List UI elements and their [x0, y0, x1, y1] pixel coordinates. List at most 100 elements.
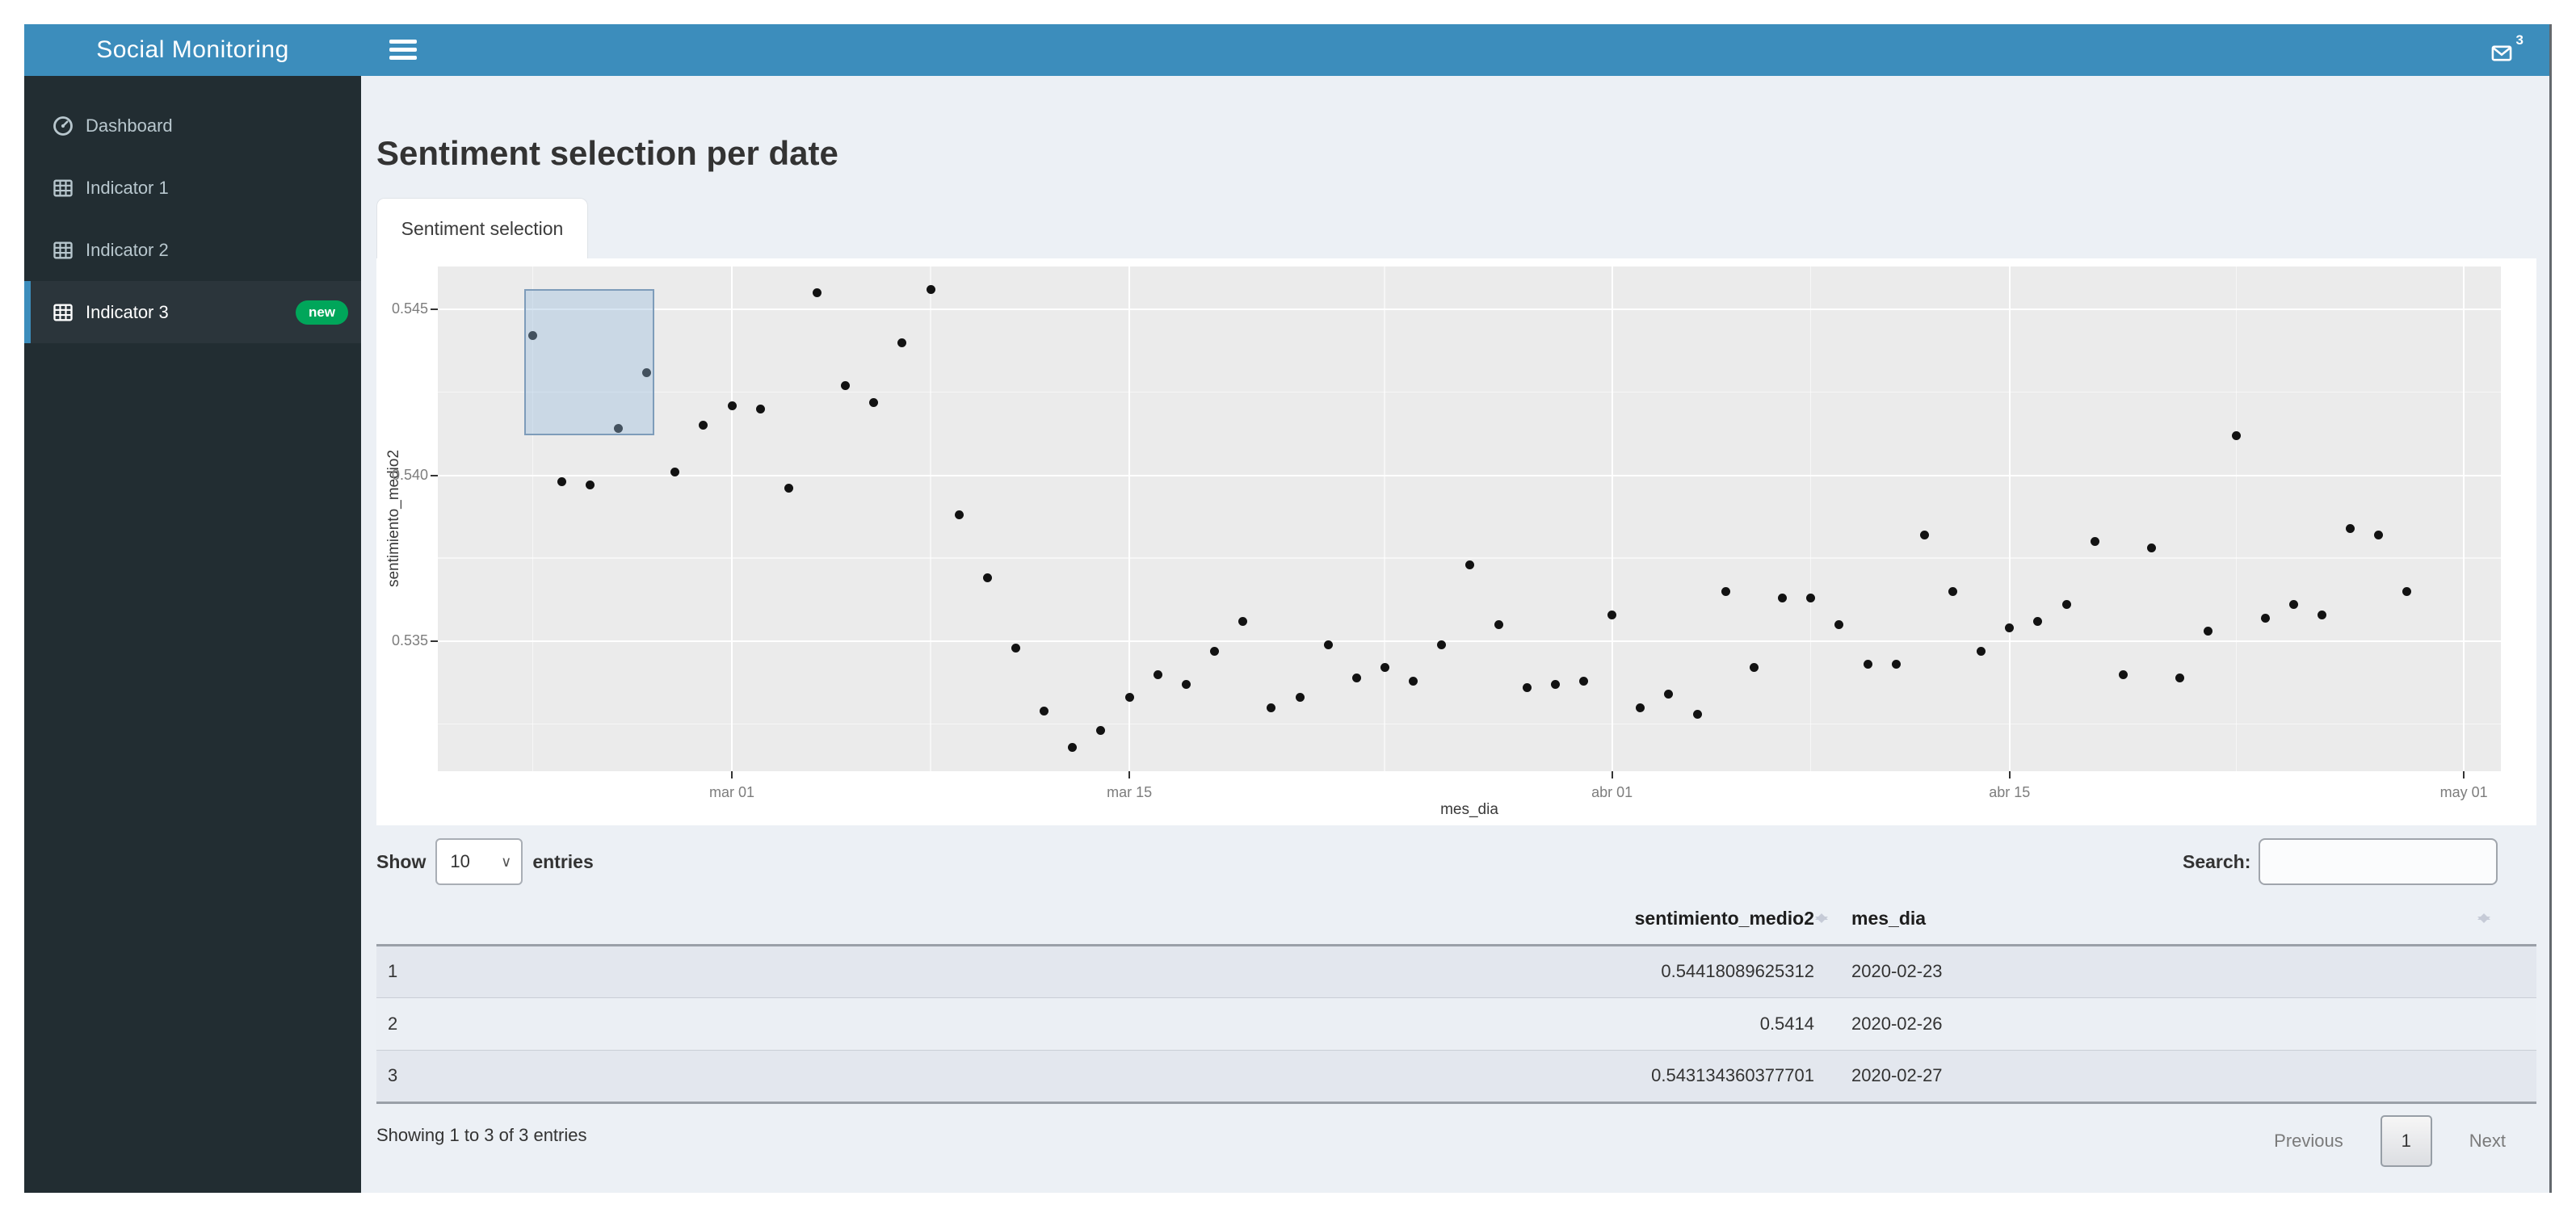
row-name-cell: 1: [388, 961, 398, 981]
axis-tick: [431, 474, 438, 476]
sidebar-item-label: Dashboard: [86, 115, 173, 136]
mes-dia-cell: 2020-02-23: [1851, 961, 1943, 981]
table-pagination: Previous 1 Next: [376, 1114, 2536, 1168]
entries-select[interactable]: 10 ∨: [435, 838, 523, 885]
sentimiento-cell: 0.5414: [1759, 1013, 1814, 1034]
data-point: [1323, 640, 1333, 649]
tab-sentiment-selection[interactable]: Sentiment selection: [376, 198, 588, 259]
sidebar-item-label: Indicator 1: [86, 177, 169, 198]
data-point: [1096, 726, 1106, 736]
axis-tick: [1128, 771, 1131, 778]
data-point: [2402, 586, 2412, 596]
envelope-icon: [2491, 45, 2512, 61]
messages-menu[interactable]: 3: [2488, 32, 2525, 66]
app-logo-text: Social Monitoring: [96, 36, 289, 63]
sidebar-item-indicator-1[interactable]: Indicator 1: [24, 157, 361, 219]
search-label: Search:: [2183, 850, 2251, 872]
data-point: [1011, 643, 1020, 653]
table-row[interactable]: 3 0.543134360377701 2020-02-27: [376, 1050, 2536, 1102]
grid-line-minor: [438, 557, 2501, 559]
table-row[interactable]: 2 0.5414 2020-02-26: [376, 997, 2536, 1050]
data-point: [613, 424, 623, 434]
sidebar-item-indicator-2[interactable]: Indicator 2: [24, 219, 361, 281]
grid-line-major: [1611, 266, 1613, 771]
grid-line-major: [731, 266, 733, 771]
data-point: [2232, 430, 2242, 440]
grid-line-minor: [1384, 266, 1385, 771]
data-point: [1295, 693, 1305, 703]
data-point: [841, 381, 851, 391]
table-icon: [52, 239, 74, 262]
results-table: sentimiento_medio2 mes_dia 1 0.544180896…: [376, 893, 2536, 1104]
data-point: [1267, 703, 1276, 712]
data-point: [2118, 669, 2128, 679]
data-point: [784, 484, 793, 493]
table-header-row: sentimiento_medio2 mes_dia: [376, 893, 2536, 945]
data-point: [1834, 619, 1844, 629]
data-point: [1977, 646, 1986, 656]
column-header-mes-dia[interactable]: mes_dia: [1834, 893, 2536, 945]
page-1-button[interactable]: 1: [2380, 1115, 2432, 1167]
data-point: [1040, 706, 1049, 716]
table-info: Showing 1 to 3 of 3 entries: [376, 1125, 587, 1145]
dashboard-app: Social Monitoring 3: [24, 24, 2552, 1193]
row-name-cell: 3: [388, 1065, 398, 1085]
row-name-cell: 2: [388, 1013, 398, 1034]
data-point: [1721, 586, 1730, 596]
data-point: [2374, 530, 2384, 539]
x-tick-label: mar 01: [708, 784, 755, 800]
grid-line-minor: [1809, 266, 1812, 771]
data-point: [727, 401, 737, 410]
column-header-rowname[interactable]: [376, 893, 1616, 945]
grid-line-major: [2463, 266, 2465, 771]
data-point: [2204, 627, 2213, 636]
sentiment-plot-box: sentimiento_medio2 mes_dia mar 01 mar 15 a…: [376, 258, 2536, 825]
sentimiento-cell: 0.54418089625312: [1661, 961, 1814, 981]
data-point: [2288, 600, 2298, 610]
data-point: [1465, 560, 1475, 569]
x-axis-title: mes_dia: [1440, 801, 1498, 818]
data-point: [1351, 673, 1361, 682]
sidebar-toggle-icon[interactable]: [389, 40, 417, 61]
data-point: [1692, 709, 1702, 719]
table-row[interactable]: 1 0.54418089625312 2020-02-23: [376, 945, 2536, 997]
length-suffix-label: entries: [532, 850, 594, 872]
grid-line-major: [438, 640, 2501, 642]
chevron-down-icon: ∨: [501, 853, 512, 870]
data-point: [670, 467, 680, 476]
previous-page-button[interactable]: Previous: [2274, 1131, 2343, 1151]
column-header-sentimiento-medio2[interactable]: sentimiento_medio2: [1616, 893, 1834, 945]
search-input[interactable]: [2259, 838, 2498, 885]
data-point: [812, 287, 822, 297]
sidebar-item-dashboard[interactable]: Dashboard: [24, 94, 361, 157]
data-point: [1522, 683, 1532, 693]
data-point: [2005, 623, 2015, 633]
axis-tick: [2008, 771, 2011, 778]
data-point: [1778, 594, 1788, 603]
x-tick-label: abr 15: [1989, 784, 2031, 800]
brush-rect[interactable]: [524, 289, 655, 436]
header: Social Monitoring 3: [24, 24, 2549, 76]
grid-line-minor: [438, 391, 2501, 393]
data-point: [1636, 703, 1645, 712]
data-point: [2147, 543, 2156, 553]
data-point: [1749, 663, 1759, 673]
mes-dia-cell: 2020-02-26: [1851, 1013, 1943, 1034]
app-logo[interactable]: Social Monitoring: [24, 24, 361, 76]
sidebar: Dashboard Indicator 1 Indicator 2: [24, 76, 361, 1193]
mes-dia-cell: 2020-02-27: [1851, 1065, 1943, 1085]
data-point: [2175, 673, 2185, 682]
data-point: [1891, 660, 1901, 669]
data-point: [926, 284, 935, 294]
sidebar-menu: Dashboard Indicator 1 Indicator 2: [24, 94, 361, 343]
plot-area[interactable]: sentimiento_medio2 mes_dia mar 01 mar 15 a…: [376, 258, 2536, 825]
data-point: [642, 367, 652, 377]
data-point: [2090, 537, 2099, 547]
data-point: [1948, 586, 1957, 596]
sidebar-item-indicator-3[interactable]: Indicator 3 new: [24, 281, 361, 343]
data-point: [1409, 676, 1418, 686]
data-point: [2061, 600, 2071, 610]
table-length-control: Show 10 ∨ entries: [376, 838, 594, 885]
data-point: [1437, 640, 1447, 649]
next-page-button[interactable]: Next: [2469, 1131, 2506, 1151]
